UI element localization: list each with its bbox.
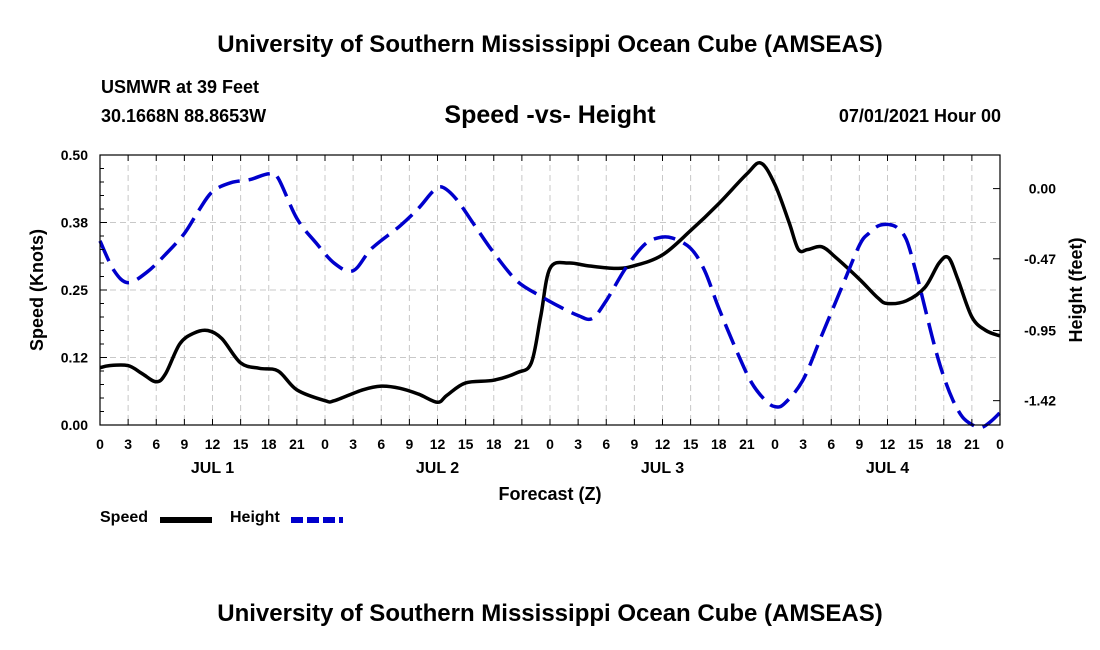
- x-tick-label: 15: [458, 436, 474, 452]
- x-tick-label: 0: [996, 436, 1004, 452]
- day-label: JUL 4: [866, 460, 909, 477]
- x-tick-label: 21: [964, 436, 980, 452]
- y2-tick-label: -1.42: [1024, 393, 1056, 409]
- y-axis-label: Speed (Knots): [27, 229, 47, 351]
- series-layer: [98, 161, 1002, 430]
- x-tick-label: 9: [180, 436, 188, 452]
- x-tick-label: 9: [855, 436, 863, 452]
- axes: 0 3 6 9 12 15 18 21 0 3 6 9 12 15 18 21 0 3 6 9 12 15 18 21 0 3 6 9…: [61, 147, 1056, 477]
- day-label: JUL 2: [416, 460, 459, 477]
- x-tick-label: 18: [486, 436, 502, 452]
- datetime-label: 07/01/2021 Hour 00: [838, 106, 1001, 126]
- x-tick-label: 3: [574, 436, 582, 452]
- x-tick-label: 6: [377, 436, 385, 452]
- x-tick-label: 0: [321, 436, 329, 452]
- day-label: JUL 1: [191, 460, 234, 477]
- chart-subtitle: Speed -vs- Height: [444, 101, 656, 129]
- y2-tick-label: -0.95: [1024, 322, 1056, 338]
- bottom-title: University of Southern Mississippi Ocean…: [217, 600, 883, 627]
- day-label: JUL 3: [641, 460, 684, 477]
- legend-speed-label: Speed: [100, 509, 149, 526]
- x-tick-label: 21: [739, 436, 755, 452]
- x-tick-label: 12: [430, 436, 446, 452]
- x-tick-label: 15: [233, 436, 249, 452]
- y2-tick-label: -0.47: [1024, 251, 1056, 267]
- top-title: University of Southern Mississippi Ocean…: [217, 31, 883, 58]
- x-tick-label: 3: [124, 436, 132, 452]
- x-tick-label: 6: [827, 436, 835, 452]
- x-tick-label: 12: [205, 436, 221, 452]
- legend-height-label: Height: [230, 509, 280, 526]
- x-tick-label: 15: [908, 436, 924, 452]
- x-tick-label: 21: [289, 436, 305, 452]
- grid: [100, 155, 1000, 425]
- series-height-line: [98, 171, 1002, 430]
- x-tick-label: 21: [514, 436, 530, 452]
- x-tick-label: 3: [799, 436, 807, 452]
- series-speed-line: [99, 161, 1001, 405]
- x-tick-label: 9: [405, 436, 413, 452]
- x-tick-label: 0: [771, 436, 779, 452]
- x-tick-label: 0: [546, 436, 554, 452]
- y-tick-label: 0.12: [61, 350, 88, 366]
- x-tick-label: 0: [96, 436, 104, 452]
- x-axis-label: Forecast (Z): [498, 484, 601, 504]
- x-tick-label: 3: [349, 436, 357, 452]
- x-tick-label: 9: [630, 436, 638, 452]
- x-tick-label: 6: [602, 436, 610, 452]
- coordinates-label: 30.1668N 88.8653W: [101, 106, 267, 126]
- x-tick-label: 6: [152, 436, 160, 452]
- y-tick-label: 0.25: [61, 282, 88, 298]
- x-tick-label: 18: [936, 436, 952, 452]
- y2-tick-label: 0.00: [1029, 181, 1056, 197]
- y-tick-label: 0.38: [61, 215, 88, 231]
- y-tick-label: 0.00: [61, 417, 88, 433]
- x-tick-label: 15: [683, 436, 699, 452]
- y-tick-label: 0.50: [61, 147, 88, 163]
- x-tick-label: 18: [711, 436, 727, 452]
- x-tick-label: 18: [261, 436, 277, 452]
- x-tick-label: 12: [655, 436, 671, 452]
- y2-axis-label: Height (feet): [1066, 238, 1086, 343]
- x-tick-label: 12: [880, 436, 896, 452]
- station-label: USMWR at 39 Feet: [101, 77, 260, 97]
